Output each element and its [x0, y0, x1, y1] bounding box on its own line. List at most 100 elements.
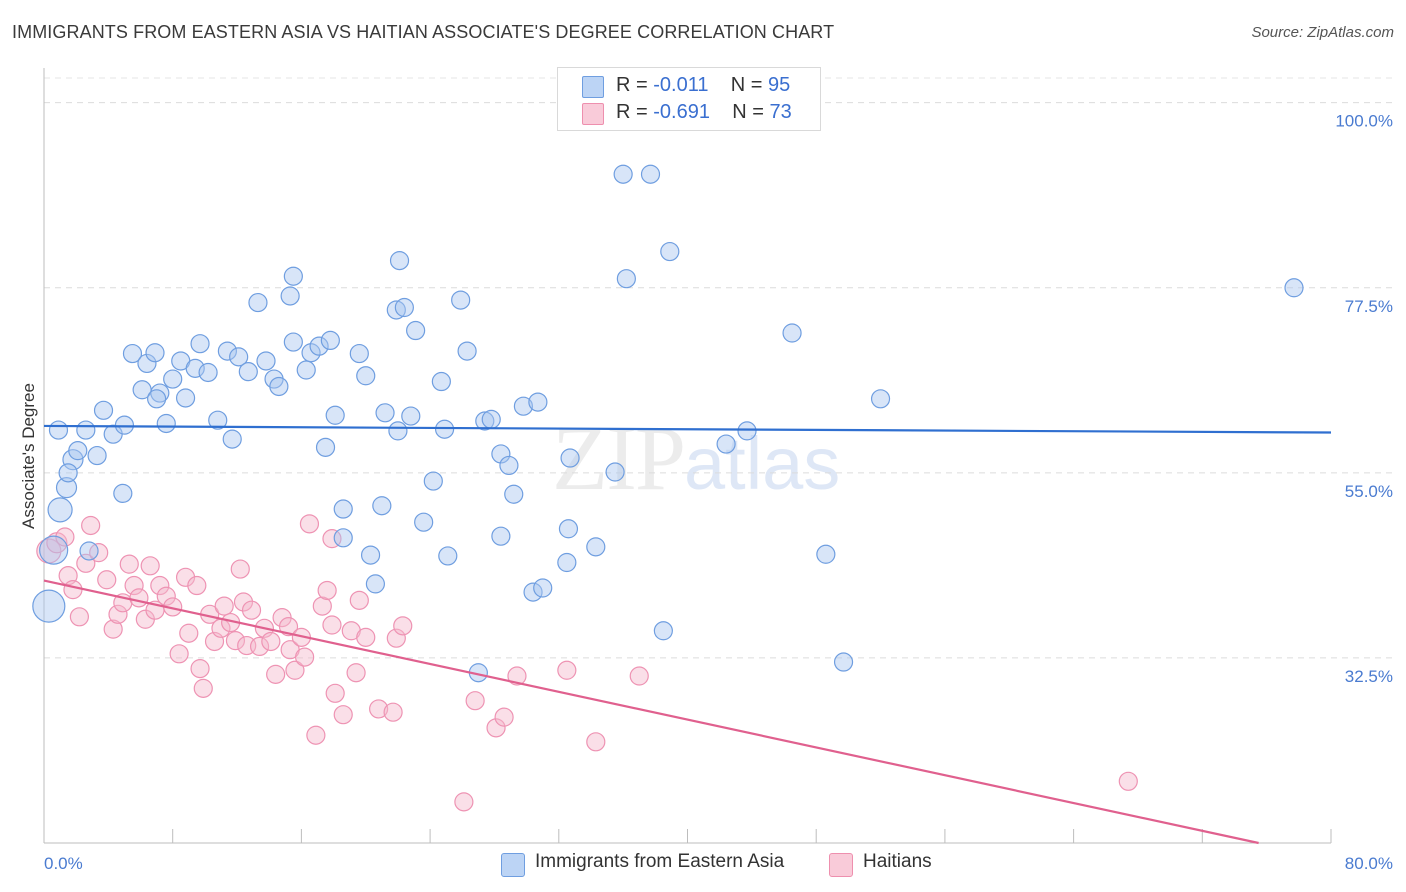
eastern-asia-point — [333, 528, 353, 548]
eastern-asia-point — [414, 512, 434, 532]
haitians-point — [69, 607, 89, 627]
eastern-asia-point — [68, 441, 88, 461]
eastern-asia-point — [55, 477, 78, 499]
eastern-asia-point — [248, 292, 268, 313]
haitians-point — [317, 580, 337, 601]
legend-r-label: R = — [616, 74, 648, 96]
eastern-asia-point — [122, 343, 143, 364]
watermark-zip: ZIP — [552, 407, 686, 509]
legend-r-value: -0.011 — [653, 74, 709, 96]
haitians-point — [103, 619, 123, 639]
haitians-point — [89, 543, 109, 563]
eastern-asia-point — [475, 411, 495, 431]
haitians-point — [266, 664, 286, 684]
eastern-asia-point — [137, 353, 157, 374]
eastern-asia-point — [175, 388, 196, 408]
legend-n-value: 95 — [767, 74, 791, 96]
eastern-asia-point — [513, 396, 534, 416]
x-tick-label: 80.0% — [1345, 854, 1393, 873]
eastern-asia-point — [833, 652, 854, 672]
haitians-point — [629, 666, 649, 686]
eastern-asia-point — [315, 437, 336, 457]
haitians-point — [63, 580, 83, 600]
eastern-asia-point — [87, 445, 107, 466]
eastern-asia-point — [816, 544, 836, 564]
eastern-asia-point — [208, 410, 228, 430]
eastern-asia-point — [406, 320, 426, 341]
eastern-asia-point — [190, 334, 210, 354]
eastern-asia-point — [782, 323, 802, 343]
eastern-asia-point — [333, 499, 353, 519]
eastern-asia-point — [238, 362, 258, 382]
haitians-point — [386, 628, 406, 648]
bottom-legend-swatch-blue — [501, 853, 525, 877]
eastern-asia-point — [79, 541, 99, 561]
eastern-asia-point — [114, 415, 135, 435]
y-tick-label: 55.0% — [1345, 482, 1393, 501]
haitians-point — [465, 691, 485, 711]
eastern-asia-point — [296, 360, 316, 380]
haitians-point — [383, 702, 403, 722]
watermark: ZIPatlas — [552, 405, 840, 511]
eastern-asia-point — [163, 369, 183, 389]
y-axis-label: Associate's Degree — [19, 383, 38, 529]
haitians-point — [55, 527, 75, 547]
haitians-point — [190, 659, 210, 679]
haitians-point — [285, 660, 305, 680]
eastern-asia-point — [113, 483, 133, 504]
haitians-point — [349, 590, 369, 610]
bottom-legend-label: Immigrants from Eastern Asia — [535, 851, 785, 872]
eastern-asia-point — [217, 341, 237, 361]
haitians-point — [299, 514, 320, 534]
haitians-point — [233, 592, 254, 612]
haitians-point — [225, 631, 246, 651]
eastern-asia-point — [613, 164, 633, 184]
eastern-asia-point — [375, 403, 395, 423]
legend-swatch-blue — [582, 76, 604, 98]
eastern-asia-point — [557, 552, 577, 573]
y-tick-label: 100.0% — [1335, 112, 1393, 131]
legend-n-label: N = — [732, 101, 764, 123]
eastern-asia-point — [653, 621, 673, 641]
axes — [43, 68, 1332, 844]
haitians-point — [557, 660, 577, 680]
haitians-point — [169, 644, 189, 664]
eastern-asia-point — [283, 266, 303, 286]
haitians-point — [119, 554, 139, 574]
haitians-point — [97, 570, 117, 590]
haitians-point — [129, 588, 149, 608]
haitians-point — [261, 631, 281, 652]
chart-title: IMMIGRANTS FROM EASTERN ASIA VS HAITIAN … — [12, 22, 835, 42]
eastern-asia-point — [870, 389, 891, 409]
haitians-point — [150, 575, 170, 596]
haitians-point — [193, 678, 213, 698]
haitians-points — [36, 514, 1138, 812]
eastern-asia-point — [365, 574, 386, 594]
eastern-asia-point — [528, 392, 548, 412]
haitians-point — [306, 725, 326, 745]
eastern-asia-point — [349, 343, 369, 364]
eastern-asia-point — [431, 371, 451, 392]
eastern-asia-point — [1284, 278, 1304, 298]
eastern-asia-point — [356, 366, 376, 386]
eastern-asia-point — [222, 429, 242, 449]
haitians-point — [81, 515, 101, 536]
eastern-asia-points — [32, 164, 1304, 683]
haitians-point — [333, 705, 353, 725]
bottom-legend-swatch-pink — [829, 853, 853, 877]
eastern-asia-point — [185, 358, 205, 378]
eastern-asia-point — [423, 471, 443, 491]
eastern-asia-point — [58, 463, 78, 483]
haitians-trendline — [43, 579, 1259, 845]
eastern-asia-point — [309, 336, 329, 356]
eastern-asia-point — [558, 519, 579, 539]
haitians-point — [369, 699, 389, 719]
haitians-point — [241, 600, 262, 620]
eastern-asia-point — [147, 389, 167, 409]
legend-r-label: R = — [616, 101, 648, 123]
eastern-asia-point — [39, 535, 69, 565]
eastern-asia-point — [434, 419, 455, 439]
haitians-point — [1118, 771, 1138, 791]
eastern-asia-point — [360, 545, 381, 565]
haitians-point — [230, 559, 250, 579]
